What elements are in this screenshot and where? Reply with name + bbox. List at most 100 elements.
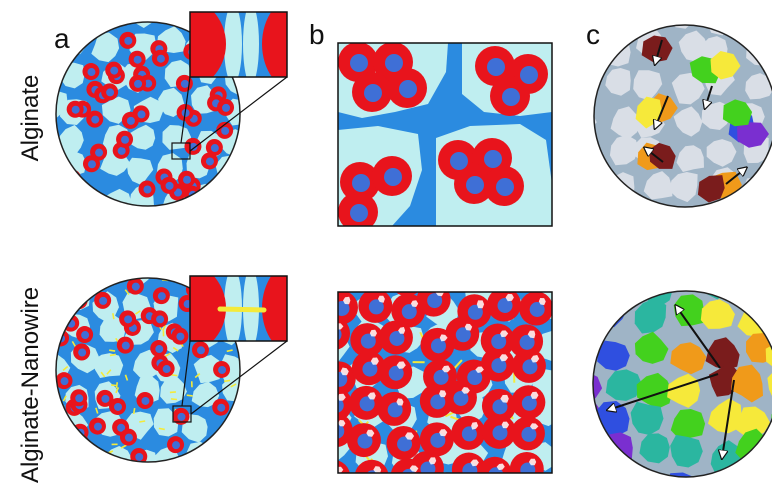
matrix-cell bbox=[56, 192, 62, 206]
nanowire bbox=[80, 438, 84, 446]
matrix-cell bbox=[423, 251, 454, 282]
matrix-cell bbox=[126, 157, 154, 186]
nanowire bbox=[109, 353, 116, 357]
matrix-cell bbox=[181, 414, 208, 443]
nucleus bbox=[491, 358, 507, 374]
panel-c-alginate-activation bbox=[593, 24, 772, 208]
activation-region bbox=[607, 291, 639, 294]
matrix-cell bbox=[71, 278, 97, 279]
matrix-cell bbox=[355, 255, 386, 289]
nanowire-cluster bbox=[377, 295, 385, 303]
cardiomyocyte bbox=[64, 169, 82, 187]
nucleus bbox=[174, 188, 183, 197]
nanowire bbox=[172, 346, 179, 352]
nanowire-cluster bbox=[501, 421, 510, 429]
nucleus bbox=[101, 394, 110, 403]
nanowire-cluster bbox=[338, 393, 346, 401]
nucleus bbox=[338, 300, 350, 316]
matrix-cell bbox=[162, 278, 188, 280]
nanowire-cluster bbox=[530, 355, 540, 363]
nanowire bbox=[106, 369, 112, 375]
nucleus bbox=[196, 346, 205, 355]
matrix-cell bbox=[443, 472, 446, 473]
nucleus bbox=[362, 361, 378, 377]
nanowire bbox=[239, 349, 240, 352]
nanowire bbox=[124, 289, 130, 295]
conduction-arrow bbox=[645, 148, 664, 163]
nucleus bbox=[124, 433, 133, 442]
nucleus bbox=[81, 331, 90, 340]
activation-region bbox=[634, 298, 667, 334]
activation-region bbox=[731, 364, 763, 403]
nanowire bbox=[62, 395, 67, 402]
nanowire-cluster bbox=[409, 465, 419, 472]
nanowire bbox=[230, 383, 237, 388]
tissue-cell bbox=[745, 73, 772, 100]
matrix-cell bbox=[56, 90, 68, 118]
activation-region bbox=[643, 477, 677, 493]
nucleus bbox=[143, 185, 152, 194]
nanowire-cluster bbox=[500, 330, 509, 338]
nanowire-cluster bbox=[470, 459, 479, 467]
activation-region bbox=[735, 291, 771, 304]
nucleus bbox=[496, 178, 514, 196]
nanowire-cluster bbox=[499, 354, 509, 362]
matrix-cell bbox=[28, 260, 52, 290]
nanowire bbox=[71, 340, 77, 347]
matrix-cell bbox=[102, 22, 128, 27]
activation-region bbox=[710, 51, 741, 80]
nanowire bbox=[62, 365, 69, 371]
nanowire-cluster bbox=[330, 263, 337, 271]
row-label-alginate: Alginate bbox=[17, 75, 44, 162]
nucleus bbox=[131, 282, 140, 291]
nanowire-cluster bbox=[510, 267, 518, 274]
tissue-cell bbox=[605, 68, 631, 96]
nucleus bbox=[466, 176, 484, 194]
nucleus bbox=[59, 297, 68, 306]
nanowire bbox=[224, 379, 231, 383]
nucleus bbox=[121, 135, 130, 144]
nucleus bbox=[114, 402, 123, 411]
row-label-alginate-nanowire: Alginate-Nanowire bbox=[17, 287, 44, 483]
activation-region bbox=[722, 99, 753, 127]
nucleus bbox=[368, 299, 384, 315]
nucleus bbox=[71, 105, 80, 114]
nucleus bbox=[338, 423, 345, 439]
nucleus bbox=[529, 266, 544, 281]
activation-region bbox=[634, 331, 669, 364]
nucleus bbox=[497, 297, 513, 313]
nanowire bbox=[83, 448, 90, 453]
activation-region bbox=[697, 175, 725, 203]
nucleus bbox=[397, 436, 413, 452]
nanowire bbox=[164, 352, 171, 358]
nucleus bbox=[433, 369, 449, 385]
nanowire-cluster bbox=[435, 262, 443, 270]
nanowire-cluster bbox=[470, 257, 478, 264]
nucleus bbox=[156, 54, 165, 63]
nanowire bbox=[228, 429, 232, 436]
nucleus bbox=[141, 396, 150, 405]
nucleus bbox=[338, 371, 348, 387]
nucleus bbox=[521, 395, 537, 411]
cardiomyocyte bbox=[56, 435, 74, 453]
cardiomyocyte bbox=[226, 423, 240, 441]
nucleus bbox=[430, 338, 446, 354]
nanowire bbox=[158, 427, 165, 431]
nanowire-cluster bbox=[439, 429, 448, 437]
tissue-cell bbox=[742, 177, 770, 207]
activation-region bbox=[558, 263, 590, 295]
matrix-cell bbox=[94, 278, 122, 282]
nucleus bbox=[183, 175, 192, 184]
nucleus bbox=[176, 332, 185, 341]
nucleus bbox=[134, 79, 143, 88]
matrix-cell bbox=[184, 278, 210, 279]
nucleus bbox=[484, 150, 502, 168]
nucleus bbox=[492, 399, 508, 415]
nucleus bbox=[180, 79, 189, 88]
nanowire bbox=[134, 310, 141, 315]
panel-label-b: b bbox=[309, 19, 325, 50]
nanowire-cluster bbox=[366, 429, 375, 437]
nanowire-cluster bbox=[409, 268, 417, 275]
matrix-cell bbox=[542, 252, 573, 285]
